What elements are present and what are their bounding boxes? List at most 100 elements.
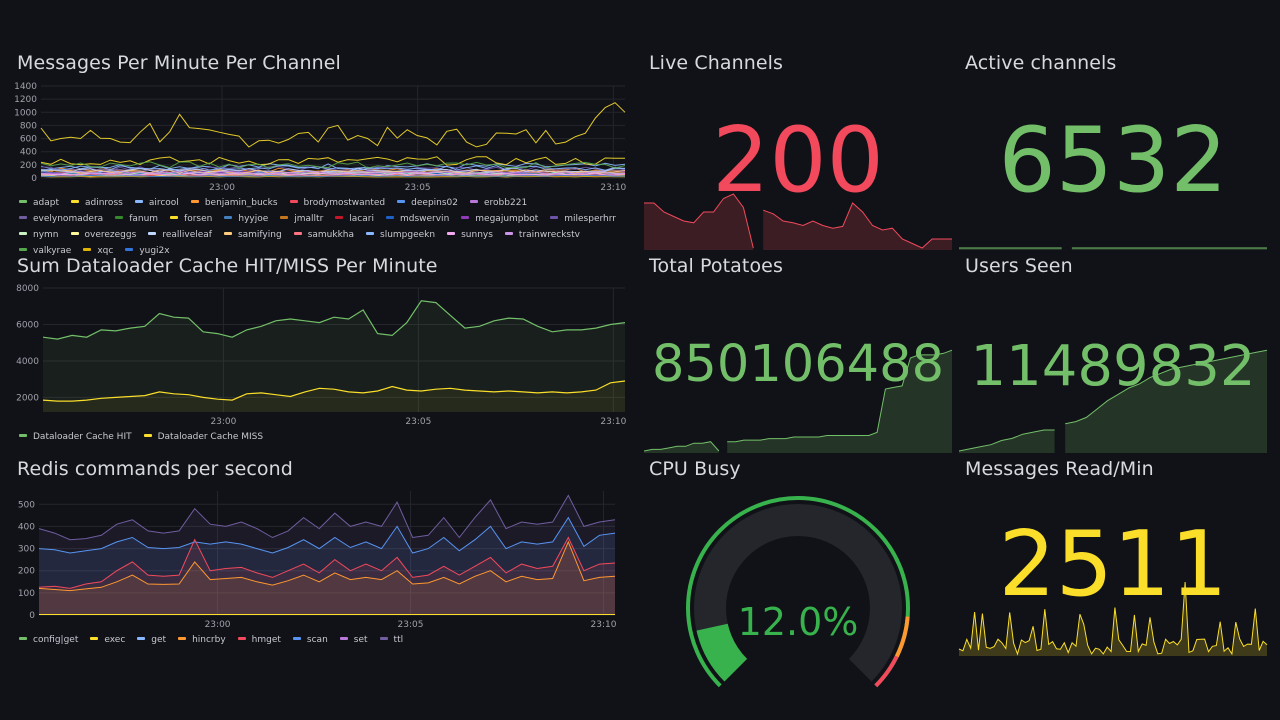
legend-item[interactable]: yugi2x xyxy=(125,243,170,259)
legend-label: config|get xyxy=(33,635,79,645)
legend-item[interactable]: mdswervin xyxy=(385,211,449,227)
legend-item[interactable]: valkyrae xyxy=(19,243,71,259)
panel-title: Live Channels xyxy=(649,52,784,74)
y-tick-label: 300 xyxy=(18,545,35,555)
redis-legend: config|get exec get hincrby hmget scan set ttl xyxy=(19,632,629,648)
legend-item[interactable]: samifying xyxy=(223,227,282,243)
panel-messages-read[interactable]: Messages Read/Min 2511 xyxy=(958,458,1268,656)
panel-total-potatoes[interactable]: Total Potatoes 850106488 xyxy=(643,255,953,453)
legend-item[interactable]: nymn xyxy=(19,227,59,243)
panel-title: Sum Dataloader Cache HIT/MISS Per Minute xyxy=(17,255,438,277)
series-line xyxy=(41,172,626,176)
cpu-gauge xyxy=(686,496,910,688)
legend-item[interactable]: brodymostwanted xyxy=(289,195,385,211)
y-tick-label: 800 xyxy=(20,121,37,131)
legend-item[interactable]: hincrby xyxy=(178,632,226,648)
legend-swatch xyxy=(366,232,375,235)
legend-item[interactable]: Dataloader Cache MISS xyxy=(143,429,263,445)
legend-label: samukkha xyxy=(307,230,355,240)
legend-item[interactable]: Dataloader Cache HIT xyxy=(19,429,132,445)
messages-read-value: 2511 xyxy=(998,512,1228,617)
sparkline-area xyxy=(644,194,754,250)
legend-label: exec xyxy=(104,635,126,645)
panel-active-channels[interactable]: Active channels 6532 xyxy=(959,52,1267,250)
series-line xyxy=(40,102,626,148)
legend-swatch xyxy=(190,200,199,203)
legend-label: deepins02 xyxy=(411,198,459,208)
panel-cpu-busy[interactable]: CPU Busy 12.0% xyxy=(644,458,952,688)
legend-label: adapt xyxy=(33,198,59,208)
y-tick-label: 400 xyxy=(20,148,37,158)
panel-dataloader-cache[interactable]: Sum Dataloader Cache HIT/MISS Per Minute… xyxy=(16,255,627,451)
sparkline-line xyxy=(727,349,953,443)
legend-item[interactable]: ttl xyxy=(379,632,404,648)
legend-item[interactable]: aircool xyxy=(134,195,179,211)
live-channels-sparkline xyxy=(644,193,952,250)
sparkline-line xyxy=(644,193,754,249)
legend-item[interactable]: trainwreckstv xyxy=(504,227,580,243)
legend-swatch xyxy=(470,200,479,203)
stack-area xyxy=(39,541,615,615)
legend-item[interactable]: megajumpbot xyxy=(461,211,538,227)
legend-swatch xyxy=(461,216,470,219)
legend-item[interactable]: erobb221 xyxy=(470,195,527,211)
legend-label: valkyrae xyxy=(33,246,72,256)
legend-item[interactable]: fanum xyxy=(115,211,158,227)
legend-item[interactable]: set xyxy=(339,632,368,648)
legend-swatch xyxy=(83,248,92,251)
y-tick-label: 1000 xyxy=(14,108,37,118)
legend-item[interactable]: xqc xyxy=(83,243,113,259)
y-tick-label: 1400 xyxy=(14,82,37,92)
sparkline-area xyxy=(1065,350,1267,453)
gauge-threshold-green xyxy=(686,496,910,688)
legend-item[interactable]: evelynomadera xyxy=(19,211,103,227)
series-line xyxy=(40,174,626,178)
dataloader-chart[interactable]: 2000 4000 6000 8000 23:00 23:05 23:10 xyxy=(16,284,627,427)
legend-item[interactable]: samukkha xyxy=(293,227,355,243)
legend-item[interactable]: overezeggs xyxy=(70,227,136,243)
panel-messages-per-minute[interactable]: Messages Per Minute Per Channel 0 200 400 6… xyxy=(14,52,627,256)
legend-label: scan xyxy=(306,635,328,645)
panel-redis-commands[interactable]: Redis commands per second 0 100 200 300 400 5… xyxy=(17,458,627,654)
x-tick-label: 23:00 xyxy=(209,183,235,193)
legend-item[interactable]: hyyjoe xyxy=(224,211,268,227)
legend-item[interactable]: milesperhrr xyxy=(550,211,616,227)
panel-users-seen[interactable]: Users Seen 11489832 xyxy=(958,255,1268,453)
legend-item[interactable]: exec xyxy=(90,632,125,648)
legend-label: ttl xyxy=(393,635,404,645)
legend-item[interactable]: slumpgeekn xyxy=(366,227,435,243)
legend-item[interactable]: lacari xyxy=(335,211,374,227)
y-tick-label: 4000 xyxy=(16,357,39,367)
panel-title: Redis commands per second xyxy=(17,458,293,480)
messages-chart[interactable]: 0 200 400 600 800 1000 1200 1400 23:00 23:05 23:10 xyxy=(14,82,627,222)
redis-chart[interactable]: 0 100 200 300 400 500 23:00 23:05 23:10 xyxy=(17,488,627,633)
legend-item[interactable]: hmget xyxy=(237,632,281,648)
legend-item[interactable]: config|get xyxy=(19,632,78,648)
series-line xyxy=(40,161,626,169)
legend-item[interactable]: adinross xyxy=(71,195,123,211)
legend-label: adinross xyxy=(85,198,123,208)
sparkline-line xyxy=(958,429,1055,452)
legend-label: yugi2x xyxy=(139,246,170,256)
legend-swatch xyxy=(19,637,27,640)
legend-item[interactable]: sunnys xyxy=(447,227,493,243)
legend-item[interactable]: scan xyxy=(292,632,328,648)
legend-label: megajumpbot xyxy=(475,214,539,224)
legend-swatch xyxy=(335,216,344,219)
legend-item[interactable]: deepins02 xyxy=(397,195,458,211)
panel-title: Active channels xyxy=(965,52,1117,74)
gauge-threshold-orange xyxy=(894,616,910,658)
legend-item[interactable]: jmalltr xyxy=(280,211,323,227)
x-tick-label: 23:05 xyxy=(398,620,424,630)
y-tick-label: 0 xyxy=(29,611,35,621)
legend-label: sunnys xyxy=(461,230,493,240)
legend-item[interactable]: benjamin_bucks xyxy=(190,195,278,211)
legend-item[interactable]: get xyxy=(137,632,166,648)
legend-item[interactable]: realliveleaf xyxy=(148,227,212,243)
panel-title: Users Seen xyxy=(965,255,1073,277)
legend-label: nymn xyxy=(33,230,59,240)
legend-swatch xyxy=(19,200,27,203)
panel-live-channels[interactable]: Live Channels 200 xyxy=(644,52,952,250)
legend-item[interactable]: forsen xyxy=(170,211,212,227)
legend-item[interactable]: adapt xyxy=(19,195,59,211)
